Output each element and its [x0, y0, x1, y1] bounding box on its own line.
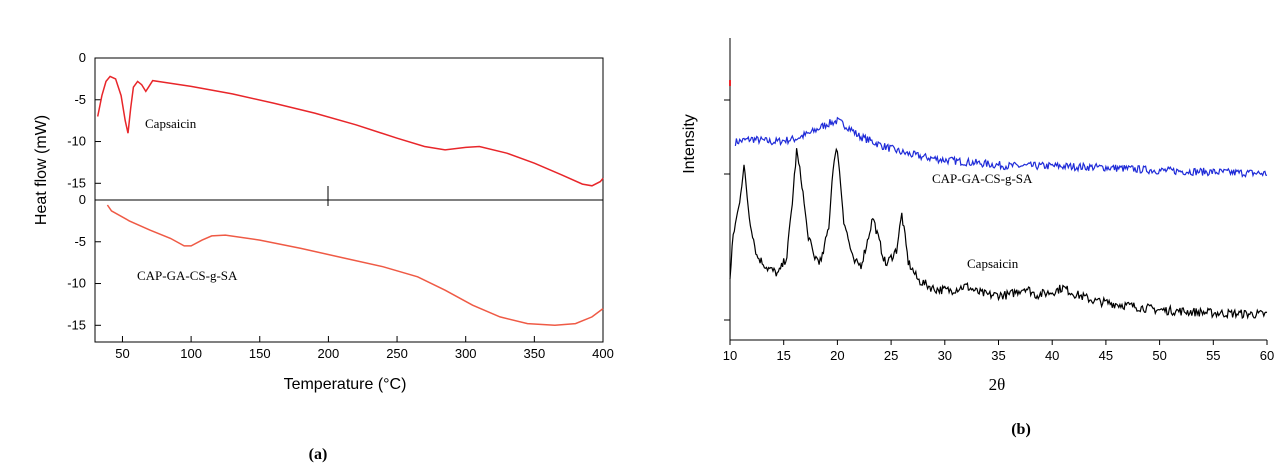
panel-a: 0 -5 -10 -15 0 -5 -10 -15 50 100 150 200 250 300 350…: [33, 50, 614, 463]
x-tick-label: 10: [723, 348, 737, 363]
y-tick-label: 0: [79, 50, 86, 65]
y-tick-label: -10: [67, 134, 86, 149]
x-tick-label: 25: [884, 348, 898, 363]
x-tick-label: 250: [386, 346, 408, 361]
series-line-capsaicin-dsc: [96, 75, 604, 187]
x-tick-label: 100: [180, 346, 202, 361]
series-label-capsaicin-xrd: Capsaicin: [967, 256, 1019, 271]
x-tick-label: 200: [318, 346, 340, 361]
panel-a-bottom-y-ticks: 0 -5 -10 -15: [67, 192, 101, 332]
y-tick-label: 0: [79, 192, 86, 207]
x-tick-label: 15: [776, 348, 790, 363]
x-tick-label: 350: [523, 346, 545, 361]
series-line-cap-ga-cs-g-sa-xrd: [734, 116, 1268, 178]
series-line-cap-ga-cs-g-sa-dsc: [106, 204, 604, 327]
panel-a-y-axis-label: Heat flow (mW): [33, 115, 50, 225]
y-tick-label: -10: [67, 276, 86, 291]
x-tick-label: 40: [1045, 348, 1059, 363]
panel-b-label: (b): [1011, 421, 1031, 438]
series-label-capsaicin-dsc: Capsaicin: [145, 116, 197, 131]
panel-a-label: (a): [309, 446, 328, 463]
x-tick-label: 60: [1260, 348, 1274, 363]
x-tick-label: 300: [455, 346, 477, 361]
x-tick-label: 45: [1099, 348, 1113, 363]
series-label-cap-ga-cs-g-sa-xrd: CAP-GA-CS-g-SA: [932, 171, 1033, 186]
x-tick-label: 55: [1206, 348, 1220, 363]
panel-a-bottom-frame: [94, 199, 604, 343]
x-tick-label: 20: [830, 348, 844, 363]
y-tick-label: -15: [67, 175, 86, 190]
panel-b-x-axis-label: 2θ: [989, 375, 1006, 394]
x-tick-label: 50: [115, 346, 129, 361]
y-tick-label: -15: [67, 317, 86, 332]
panel-b: 10 15 20 25 30 35 40 45 50 55 60 CAP-GA-CS-g-SA Ca…: [681, 38, 1274, 438]
panel-a-x-axis-label: Temperature (°C): [284, 376, 407, 393]
y-tick-label: -5: [74, 234, 86, 249]
x-tick-label: 150: [249, 346, 271, 361]
x-tick-label: 35: [991, 348, 1005, 363]
x-tick-label: 400: [592, 346, 614, 361]
panel-b-x-ticks: 10 15 20 25 30 35 40 45 50 55 60: [723, 340, 1274, 363]
panel-a-x-ticks: 50 100 150 200 250 300 350 400: [115, 336, 614, 361]
x-tick-label: 30: [938, 348, 952, 363]
y-tick-label: -5: [74, 92, 86, 107]
x-tick-label: 50: [1152, 348, 1166, 363]
series-label-cap-ga-cs-g-sa-dsc: CAP-GA-CS-g-SA: [137, 268, 238, 283]
panel-a-top-y-ticks: 0 -5 -10 -15: [67, 50, 101, 190]
panel-b-y-axis-label: Intensity: [681, 114, 698, 174]
series-line-capsaicin-xrd: [729, 147, 1268, 320]
